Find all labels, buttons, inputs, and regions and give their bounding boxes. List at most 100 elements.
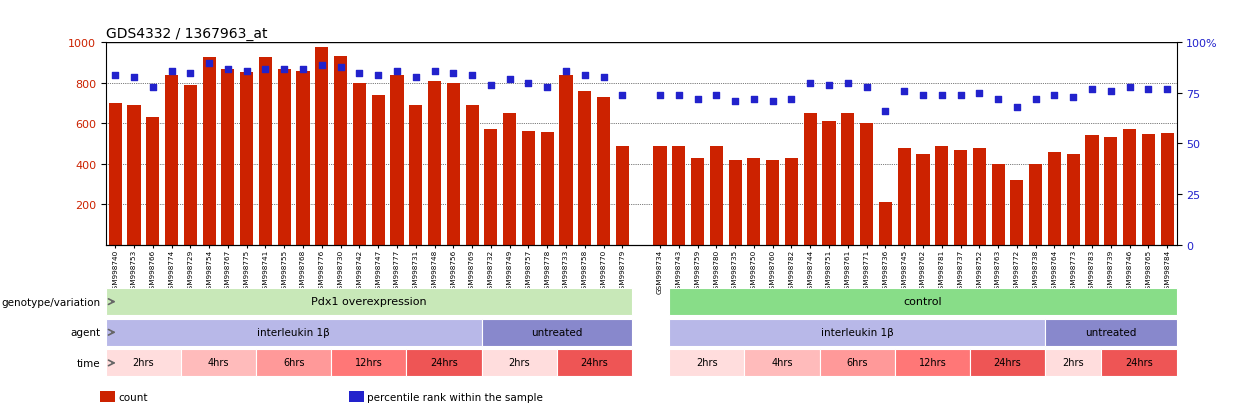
Bar [598,98,610,245]
FancyBboxPatch shape [106,289,631,315]
Bar [842,114,854,245]
Bar [428,82,441,245]
Text: 6hrs: 6hrs [283,357,305,368]
Text: untreated: untreated [1086,327,1137,337]
Text: 4hrs: 4hrs [772,357,793,368]
Bar [672,146,685,245]
Point [613,93,632,99]
Point [1119,84,1139,91]
Point [162,68,182,75]
FancyBboxPatch shape [895,350,970,376]
Text: count: count [118,392,148,402]
FancyBboxPatch shape [670,319,1045,346]
Bar [222,69,234,245]
Bar [184,85,197,245]
Bar [691,158,705,245]
Point [1138,86,1158,93]
Point [875,109,895,115]
Point [237,68,256,75]
Bar [296,71,310,245]
Text: 6hrs: 6hrs [847,357,868,368]
FancyBboxPatch shape [745,350,819,376]
Point [255,66,275,73]
Point [499,76,519,83]
Point [801,81,820,87]
Point [462,72,482,79]
FancyBboxPatch shape [256,350,331,376]
Bar [240,73,253,245]
Bar [278,69,291,245]
Bar [804,114,817,245]
Point [913,93,933,99]
Point [387,68,407,75]
Text: Pdx1 overexpression: Pdx1 overexpression [311,296,427,306]
Text: 4hrs: 4hrs [208,357,229,368]
Bar [935,146,949,245]
FancyBboxPatch shape [1045,350,1102,376]
Point [218,66,238,73]
Point [782,97,802,103]
Bar [484,130,498,245]
Text: genotype/variation: genotype/variation [1,297,101,307]
Text: GDS4332 / 1367963_at: GDS4332 / 1367963_at [106,27,268,41]
Bar [654,146,666,245]
Point [425,68,444,75]
Point [274,66,294,73]
FancyBboxPatch shape [670,289,1177,315]
Bar [710,146,723,245]
Point [481,82,500,89]
Text: 2hrs: 2hrs [696,357,717,368]
Point [594,74,614,81]
Bar [466,106,478,245]
FancyBboxPatch shape [482,319,631,346]
Text: 12hrs: 12hrs [355,357,382,368]
Bar [371,96,385,245]
FancyBboxPatch shape [106,319,482,346]
Text: interleukin 1β: interleukin 1β [820,327,894,337]
Point [312,62,332,69]
FancyBboxPatch shape [482,350,557,376]
Point [143,84,163,91]
Bar [1067,154,1079,245]
Point [989,97,1008,103]
Point [1157,86,1177,93]
Bar [522,132,535,245]
Bar [334,57,347,245]
Text: untreated: untreated [530,327,583,337]
Bar [578,92,591,245]
Bar [1104,138,1117,245]
Point [331,64,351,71]
Point [406,74,426,81]
Text: 2hrs: 2hrs [1062,357,1084,368]
Bar [728,160,742,245]
Bar [166,76,178,245]
Bar [349,392,364,402]
Bar [391,76,403,245]
Bar [352,84,366,245]
Point [293,66,312,73]
Point [857,84,876,91]
Text: 2hrs: 2hrs [508,357,530,368]
Text: percentile rank within the sample: percentile rank within the sample [367,392,543,402]
Bar [954,150,967,245]
Text: time: time [77,358,101,368]
Bar [1160,134,1174,245]
Text: agent: agent [71,328,101,337]
Bar [616,146,629,245]
Bar [1123,130,1137,245]
Bar [916,154,930,245]
FancyBboxPatch shape [670,350,745,376]
Point [1026,97,1046,103]
Text: 2hrs: 2hrs [132,357,154,368]
Bar [127,106,141,245]
Point [669,93,688,99]
Point [1063,95,1083,101]
FancyBboxPatch shape [331,350,406,376]
Point [970,90,990,97]
Bar [108,104,122,245]
Text: 24hrs: 24hrs [994,357,1021,368]
Bar [972,148,986,245]
Point [931,93,951,99]
Bar [747,158,761,245]
Bar [1086,136,1098,245]
